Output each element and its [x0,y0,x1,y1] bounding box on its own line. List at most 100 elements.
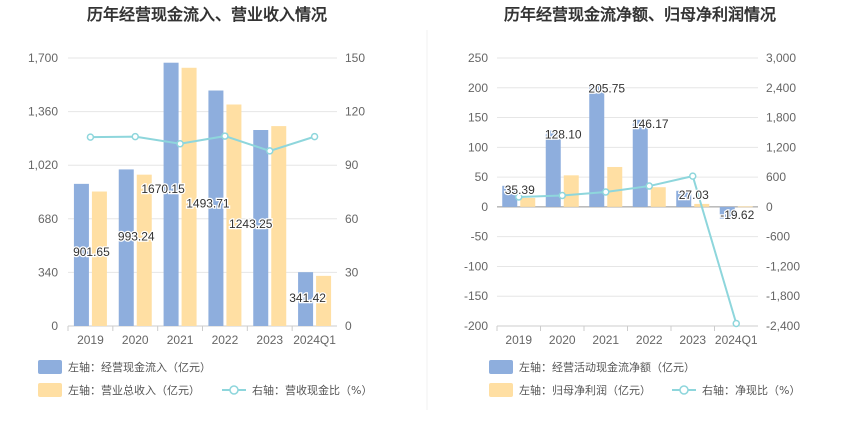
data-label: 1243.25 [229,217,273,231]
series-line [90,135,315,152]
category-label: 2024Q1 [293,333,336,347]
data-label: 341.42 [289,291,326,305]
bar [226,104,242,326]
bar [520,197,536,207]
bar [650,187,666,207]
bar [163,62,179,327]
category-label: 2023 [679,333,706,347]
bar [719,206,735,219]
left-axis-tick: 150 [468,111,488,125]
left-axis-tick: 0 [51,319,58,333]
category-label: 2022 [636,333,663,347]
legend-line-marker[interactable] [679,385,689,395]
line-point [602,188,610,196]
line-point [558,191,566,200]
left-axis-tick: 1,360 [28,105,58,119]
right-axis-tick: -600 [766,230,790,244]
right-axis-tick: 0 [766,200,773,214]
legend-label: 右轴：净现比（%） [702,383,800,397]
category-label: 2021 [592,333,619,347]
data-label: 128.10 [545,128,582,142]
left-axis-tick: 0 [481,200,488,214]
legend-swatch[interactable] [38,360,62,374]
right-axis-tick: 3,000 [766,51,796,65]
bar [253,130,269,326]
left-axis-tick: -100 [464,259,488,273]
left-axis-tick: -50 [471,230,489,244]
category-label: 2020 [122,333,149,347]
legend-label: 左轴：营业总收入（亿元） [68,383,200,397]
legend-line-marker[interactable] [229,385,239,395]
chart-title: 历年经营现金流净额、归母净利润情况 [504,5,776,24]
bar [676,190,692,207]
bar [208,90,224,326]
bar [298,272,314,326]
bar [316,275,332,326]
left-axis-tick: 1,700 [28,51,58,65]
bar [502,185,518,207]
left-axis-tick: -150 [464,289,488,303]
line-point [732,319,740,328]
left-axis-tick: 340 [38,265,58,279]
right-axis-tick: -1,200 [766,259,800,273]
category-label: 2024Q1 [715,333,758,347]
line-point [645,182,653,190]
bar [118,169,134,326]
right-axis-tick: -2,400 [766,319,800,333]
legend-swatch[interactable] [489,360,513,374]
left-axis-tick: 250 [468,51,488,65]
data-label: 1493.71 [186,197,230,211]
data-label: 993.24 [118,230,155,244]
right-axis-tick: 150 [345,51,365,65]
right-axis-tick: 1,200 [766,140,796,154]
category-label: 2023 [256,333,283,347]
category-label: 2022 [212,333,239,347]
series-line [518,174,738,324]
line-point [515,193,523,201]
right-axis-tick: 0 [345,319,352,333]
bar [737,206,753,208]
bar [136,174,152,326]
right-axis-tick: 1,800 [766,111,796,125]
left-axis-tick: 100 [468,140,488,154]
line-point [689,172,697,180]
right-axis-tick: 120 [345,105,365,119]
data-label: 35.39 [505,183,535,197]
data-label: 205.75 [588,81,625,95]
bar [545,130,561,207]
legend-label: 右轴：营收现金比（%） [252,383,372,397]
bar [563,175,579,207]
data-label: 901.65 [73,245,110,259]
legend-label: 左轴：归母净利润（亿元） [519,383,651,397]
right-axis-tick: 60 [345,212,359,226]
legend-label: 左轴：经营现金流入（亿元） [68,360,211,374]
bar [73,183,89,326]
left-axis-tick: 200 [468,81,488,95]
data-label: -19.62 [720,208,754,222]
bar [632,119,648,207]
category-label: 2021 [167,333,194,347]
legend-label: 左轴：经营活动现金流净额（亿元） [519,360,695,374]
right-axis-tick: 30 [345,265,359,279]
left-axis-tick: 50 [475,170,489,184]
left-axis-tick: 1,020 [28,158,58,172]
bar [607,166,623,207]
data-label: 27.03 [679,188,709,202]
bar [589,84,605,207]
line-point [86,133,95,141]
bar [271,126,287,326]
line-point [310,132,319,141]
category-label: 2019 [77,333,104,347]
line-point [131,132,139,141]
data-label: 146.17 [632,117,669,131]
bar [91,191,107,326]
legend-swatch[interactable] [38,383,62,397]
right-axis-tick: 90 [345,158,359,172]
right-axis-tick: 2,400 [766,81,796,95]
bar [181,67,197,327]
legend-swatch[interactable] [489,383,513,397]
line-point [221,132,229,140]
data-label: 1670.15 [141,182,185,196]
left-axis-tick: 680 [38,212,58,226]
